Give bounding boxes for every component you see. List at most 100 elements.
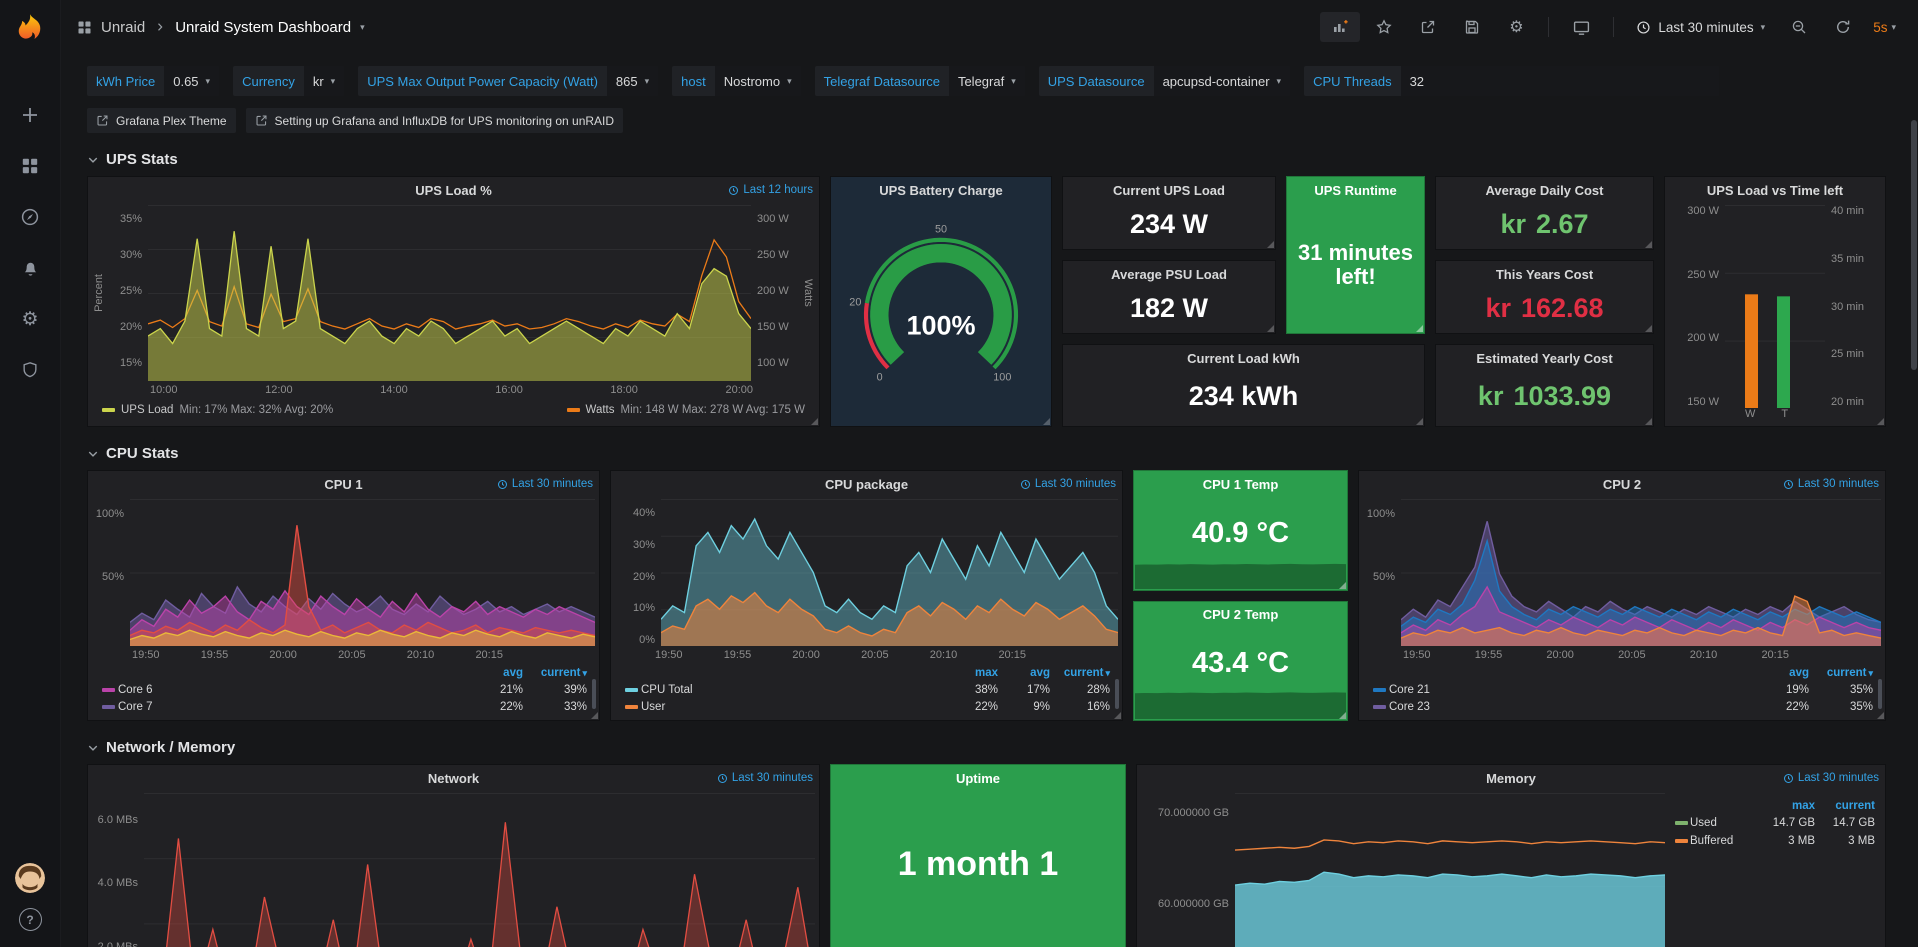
- configuration-button[interactable]: ⚙: [19, 308, 41, 330]
- panel-cpu2-temp: CPU 2 Temp 43.4 °C: [1133, 601, 1348, 722]
- legend-item-core23[interactable]: Core 23 22% 35%: [1373, 698, 1873, 715]
- dashboard-link-ups-guide[interactable]: Setting up Grafana and InfluxDB for UPS …: [246, 108, 624, 133]
- chevron-down-icon[interactable]: ▾: [360, 22, 365, 33]
- section-network-memory[interactable]: Network / Memory: [87, 739, 1892, 756]
- server-admin-button[interactable]: [19, 359, 41, 381]
- legend-scrollbar[interactable]: [1878, 679, 1882, 709]
- dashboard-link-plex-theme[interactable]: Grafana Plex Theme: [87, 108, 236, 133]
- series-swatch: [625, 705, 638, 709]
- panel-title[interactable]: Average Daily Cost: [1436, 177, 1653, 203]
- battery-gauge[interactable]: 02050100 100%: [831, 203, 1051, 426]
- share-dashboard-button[interactable]: [1408, 12, 1448, 42]
- y-axis-left: 6.0 MBs 4.0 MBs 2.0 MBs: [92, 793, 144, 947]
- section-cpu-stats[interactable]: CPU Stats: [87, 445, 1892, 462]
- series-stats: Min: 148 W Max: 278 W Avg: 175 W: [621, 404, 806, 416]
- time-range-picker[interactable]: Last 30 minutes ▾: [1626, 12, 1775, 42]
- x-axis: 19:5019:5520:0020:0520:1020:15: [132, 646, 503, 663]
- legend-item-user[interactable]: User 22% 9% 16%: [625, 698, 1110, 715]
- cpu-package-chart[interactable]: [661, 499, 1118, 646]
- dashboards-button[interactable]: [19, 155, 41, 177]
- legend-item-cpu-total[interactable]: CPU Total 38% 17% 28%: [625, 681, 1110, 698]
- variable-ups-max-output[interactable]: UPS Max Output Power Capacity (Watt) 865…: [358, 66, 658, 96]
- legend-item-watts[interactable]: Watts Min: 148 W Max: 278 W Avg: 175 W: [567, 404, 805, 416]
- panel-title[interactable]: UPS Load % Last 12 hours: [88, 177, 819, 203]
- panel-title[interactable]: UPS Runtime: [1287, 177, 1424, 203]
- legend-item-used[interactable]: Used 14.7 GB 14.7 GB: [1675, 814, 1875, 832]
- variable-value: apcupsd-container: [1163, 74, 1270, 89]
- legend-item-core21[interactable]: Core 21 19% 35%: [1373, 681, 1873, 698]
- breadcrumb-folder[interactable]: Unraid: [101, 19, 145, 36]
- load-vs-time-chart[interactable]: [1725, 205, 1825, 408]
- save-dashboard-button[interactable]: [1452, 12, 1492, 42]
- template-variables-row: kWh Price 0.65▾ Currency kr▾ UPS Max Out…: [61, 54, 1918, 96]
- series-swatch: [625, 688, 638, 692]
- external-link-icon: [96, 114, 109, 127]
- section-ups-stats[interactable]: UPS Stats: [87, 151, 1892, 168]
- legend: max current Used 14.7 GB 14.7 GB: [1665, 793, 1881, 947]
- help-button[interactable]: ?: [19, 908, 42, 931]
- panel-this-years-cost: This Years Cost kr162.68: [1435, 260, 1654, 334]
- clock-icon: [1020, 479, 1031, 490]
- network-chart[interactable]: [144, 793, 815, 947]
- svg-text:0: 0: [877, 371, 883, 383]
- panel-title[interactable]: CPU 2 Last 30 minutes: [1359, 471, 1885, 497]
- panel-title[interactable]: Estimated Yearly Cost: [1436, 345, 1653, 371]
- legend-item-core7[interactable]: Core 7 22% 33%: [102, 698, 587, 715]
- panel-title[interactable]: Network Last 30 minutes: [88, 765, 819, 791]
- mark-favorite-button[interactable]: [1364, 12, 1404, 42]
- panel-title[interactable]: This Years Cost: [1436, 261, 1653, 287]
- clock-icon: [1636, 20, 1651, 35]
- apps-grid-icon: [77, 20, 92, 35]
- cpu-threads-input[interactable]: [1401, 66, 1719, 96]
- panel-title[interactable]: Current Load kWh: [1063, 345, 1424, 371]
- panel-title[interactable]: CPU 2 Temp: [1134, 602, 1347, 628]
- panel-time-override: Last 30 minutes: [1783, 765, 1879, 791]
- zoom-out-button[interactable]: [1779, 12, 1819, 42]
- panel-title[interactable]: CPU 1 Last 30 minutes: [88, 471, 599, 497]
- dashboard-canvas: UPS Stats UPS Load % Last 12 hours Perce…: [61, 133, 1918, 947]
- variable-host[interactable]: host Nostromo▾: [672, 66, 800, 96]
- create-button[interactable]: [19, 104, 41, 126]
- legend-header: max avg current: [625, 665, 1110, 681]
- cpu1-chart[interactable]: [130, 499, 595, 646]
- legend-scrollbar[interactable]: [592, 679, 596, 709]
- grafana-logo-icon[interactable]: [12, 12, 48, 48]
- cpu2-chart[interactable]: [1401, 499, 1881, 646]
- memory-chart[interactable]: [1235, 793, 1665, 947]
- legend-item-buffered[interactable]: Buffered 3 MB 3 MB: [1675, 832, 1875, 850]
- panel-title[interactable]: Uptime: [831, 765, 1125, 791]
- cpu-package-series: [661, 499, 1118, 646]
- variable-ups-datasource[interactable]: UPS Datasource apcupsd-container▾: [1039, 66, 1290, 96]
- panel-current-load-kwh: Current Load kWh 234 kWh: [1062, 344, 1425, 427]
- legend-item-ups-load[interactable]: UPS Load Min: 17% Max: 32% Avg: 20%: [102, 404, 333, 416]
- link-label: Grafana Plex Theme: [116, 114, 227, 128]
- page-scrollbar[interactable]: [1911, 120, 1917, 370]
- variable-kwh-price[interactable]: kWh Price 0.65▾: [87, 66, 219, 96]
- legend-item-core6[interactable]: Core 6 21% 39%: [102, 681, 587, 698]
- panel-title[interactable]: UPS Load vs Time left: [1665, 177, 1885, 203]
- refresh-interval-picker[interactable]: 5s ▾: [1867, 20, 1902, 35]
- x-axis: 10:0012:0014:0016:0018:0020:00: [150, 381, 753, 398]
- panel-title[interactable]: Current UPS Load: [1063, 177, 1275, 203]
- legend-scrollbar[interactable]: [1115, 679, 1119, 709]
- add-panel-button[interactable]: [1320, 12, 1360, 42]
- panel-title[interactable]: CPU package Last 30 minutes: [611, 471, 1122, 497]
- svg-text:20: 20: [849, 297, 861, 309]
- ups-load-chart[interactable]: [148, 205, 751, 381]
- explore-button[interactable]: [19, 206, 41, 228]
- dashboard-title[interactable]: Unraid System Dashboard: [175, 19, 351, 36]
- alerting-button[interactable]: [19, 257, 41, 279]
- variable-currency[interactable]: Currency kr▾: [233, 66, 344, 96]
- legend: UPS Load Min: 17% Max: 32% Avg: 20% Watt…: [88, 398, 819, 426]
- variable-telegraf-datasource[interactable]: Telegraf Datasource Telegraf▾: [815, 66, 1025, 96]
- variable-label: CPU Threads: [1304, 74, 1401, 89]
- panel-title[interactable]: Average PSU Load: [1063, 261, 1275, 287]
- user-avatar[interactable]: [15, 863, 45, 893]
- cycle-view-button[interactable]: [1561, 12, 1601, 42]
- panel-title[interactable]: UPS Battery Charge: [831, 177, 1051, 203]
- refresh-button[interactable]: [1823, 12, 1863, 42]
- dashboard-settings-button[interactable]: ⚙: [1496, 12, 1536, 42]
- series-name: UPS Load: [121, 404, 173, 416]
- panel-title[interactable]: CPU 1 Temp: [1134, 471, 1347, 497]
- panel-title[interactable]: Memory Last 30 minutes: [1137, 765, 1885, 791]
